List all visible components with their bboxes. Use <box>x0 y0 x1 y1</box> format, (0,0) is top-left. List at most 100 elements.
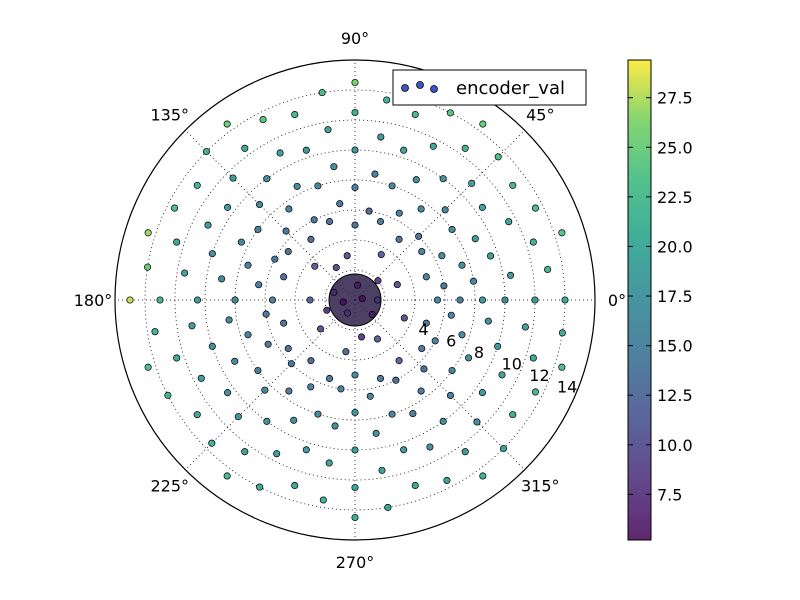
scatter-point <box>287 360 295 368</box>
radial-tick-labels: 468 10 12 14 <box>418 320 577 396</box>
scatter-point <box>507 271 515 279</box>
angular-gridline <box>354 299 525 470</box>
scatter-point <box>302 446 310 454</box>
scatter-point <box>231 296 239 304</box>
scatter-point <box>377 250 385 259</box>
scatter-point <box>285 205 293 213</box>
scatter-point <box>314 410 322 418</box>
scatter-point <box>521 323 529 331</box>
scatter-point <box>418 344 426 353</box>
scatter-point <box>319 496 327 504</box>
scatter-point <box>365 207 373 215</box>
scatter-point <box>244 261 252 269</box>
angular-gridline <box>354 130 525 301</box>
scatter-point <box>144 263 152 271</box>
scatter-point <box>558 329 566 337</box>
scatter-point <box>126 296 134 304</box>
scatter-point <box>204 221 212 229</box>
scatter-point <box>366 392 374 400</box>
scatter-point <box>461 448 469 456</box>
radial-tick-label: 6 <box>446 331 456 350</box>
scatter-point <box>561 296 569 304</box>
scatter-point <box>282 227 290 235</box>
scatter-point <box>285 387 293 395</box>
scatter-point <box>311 262 319 270</box>
scatter-point <box>337 385 345 393</box>
scatter-point <box>411 481 419 490</box>
scatter-point <box>325 217 334 226</box>
scatter-point <box>330 288 338 296</box>
scatter-point <box>468 179 476 187</box>
scatter-point <box>395 209 403 217</box>
scatter-point <box>426 443 434 451</box>
scatter-point <box>307 357 315 365</box>
scatter-point <box>290 416 298 424</box>
scatter-point <box>443 476 451 484</box>
scatter-point <box>351 146 359 154</box>
radial-tick-label: 4 <box>418 320 428 339</box>
scatter-point <box>358 295 366 303</box>
scatter-point <box>433 296 442 304</box>
colorbar-tick-label: 7.5 <box>657 485 682 504</box>
legend-marker <box>401 81 438 93</box>
scatter-point <box>478 203 486 211</box>
scatter-point <box>418 247 426 256</box>
colorbar-tick-label: 17.5 <box>657 287 693 306</box>
legend-label: encoder_val <box>456 78 565 99</box>
scatter-point <box>225 316 233 324</box>
scatter-point <box>193 411 201 419</box>
scatter-point <box>318 89 326 97</box>
scatter-point <box>461 144 469 152</box>
scatter-point <box>392 376 400 384</box>
scatter-point <box>241 448 249 456</box>
scatter-point <box>323 306 331 314</box>
scatter-point <box>262 310 270 318</box>
scatter-point <box>478 296 487 304</box>
scatter-point <box>224 389 232 397</box>
scatter-point <box>393 281 401 289</box>
scatter-point <box>342 348 350 356</box>
radial-gridline <box>324 269 386 331</box>
scatter-point <box>306 296 314 304</box>
scatter-point <box>438 252 446 260</box>
colorbar-gradient <box>628 60 651 540</box>
scatter-point <box>484 317 492 325</box>
scatter-point <box>144 229 152 237</box>
scatter-point <box>458 331 466 339</box>
scatter-point <box>529 238 537 246</box>
scatter-point <box>429 142 437 150</box>
scatter-point <box>448 225 456 234</box>
scatter-point <box>255 281 263 289</box>
scatter-point <box>336 200 344 208</box>
scatter-point <box>218 275 226 283</box>
scatter-point <box>351 446 359 454</box>
scatter-point <box>234 413 242 421</box>
colorbar-tick-label: 25.0 <box>657 138 693 157</box>
scatter-point <box>558 229 566 237</box>
scatter-point <box>351 108 359 117</box>
theta-tick-label: 180° <box>74 291 113 310</box>
scatter-point <box>325 374 334 383</box>
scatter-point <box>268 296 277 304</box>
legend[interactable]: encoder_val <box>392 69 587 106</box>
colorbar-tick-label: 12.5 <box>657 386 693 405</box>
scatter-point <box>479 120 487 128</box>
scatter-point <box>307 235 315 243</box>
scatter-point <box>473 418 481 426</box>
scatter-point <box>261 386 269 394</box>
scatter-point <box>373 296 382 304</box>
scatter-point <box>376 217 385 226</box>
scatter-point <box>378 466 386 474</box>
scatter-point <box>456 296 464 304</box>
scatter-point <box>465 354 473 362</box>
colorbar-tick-label: 20.0 <box>657 237 693 256</box>
colorbar: 7.5 10.0 12.5 15.0 17.5 20.0 22.5 25.0 27.5 <box>627 59 693 541</box>
scatter-point <box>544 265 552 274</box>
theta-tick-label: 0° <box>608 291 626 310</box>
polar-outer-frame <box>114 59 596 541</box>
scatter-point <box>244 331 252 339</box>
scatter-point <box>479 472 487 480</box>
scatter-point <box>388 182 396 190</box>
scatter-point <box>280 319 288 327</box>
scatter-point <box>351 221 359 229</box>
